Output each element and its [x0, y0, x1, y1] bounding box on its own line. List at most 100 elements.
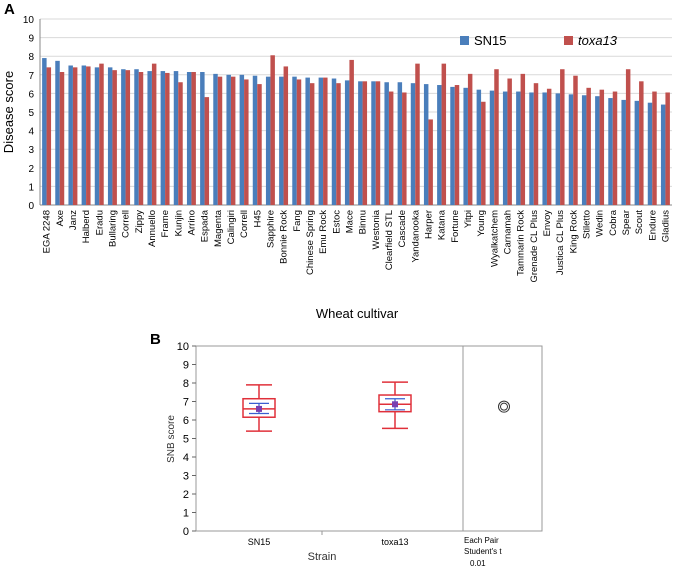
bar-sn15-21 — [318, 77, 324, 205]
bar-sn15-7 — [134, 69, 139, 205]
bar-sn15-15 — [239, 74, 245, 205]
x-tick-a-0: EGA 2248 — [42, 210, 53, 253]
chart-b-x-axis-title: Strain — [308, 551, 337, 563]
x-tick-a-29: Harper — [423, 210, 434, 239]
y-tick-a-6: 6 — [28, 89, 34, 100]
bar-sn15-13 — [213, 73, 218, 206]
x-tick-a-21: Emu Rock — [318, 210, 329, 254]
x-tick-a-32: Yitpi — [463, 210, 474, 228]
bar-toxa13-27 — [402, 92, 407, 205]
y-tick-b-0: 0 — [183, 526, 189, 538]
bar-sn15-31 — [450, 86, 455, 205]
x-tick-a-14: Calingiri — [226, 210, 237, 244]
bar-toxa13-9 — [165, 72, 170, 205]
bar-sn15-18 — [279, 76, 284, 205]
x-tick-a-38: Envoy — [542, 210, 553, 237]
x-tick-a-35: Carnamah — [502, 210, 513, 254]
y-tick-a-10: 10 — [23, 15, 35, 26]
x-tick-a-47: Gladius — [660, 210, 671, 242]
x-tick-a-5: Bullaring — [107, 210, 118, 247]
x-tick-a-13: Magenta — [213, 209, 224, 247]
bar-toxa13-11 — [191, 72, 196, 205]
x-tick-a-36: Tammarin Rock — [516, 210, 527, 276]
legend-swatch-toxa13 — [564, 36, 573, 45]
x-tick-a-10: Kunjin — [173, 210, 184, 236]
y-tick-b-4: 4 — [183, 452, 189, 464]
bar-toxa13-31 — [454, 85, 460, 205]
x-tick-a-22: Estoc — [331, 210, 342, 234]
panel-a-label: A — [4, 1, 15, 18]
bar-toxa13-12 — [204, 97, 210, 205]
bar-toxa13-44 — [625, 69, 631, 205]
bar-toxa13-34 — [494, 69, 499, 205]
x-tick-a-20: Chinese Spring — [305, 210, 316, 275]
chart-b: 0 1 2 3 4 5 6 7 8 9 10 SN15 toxa13 — [177, 341, 543, 547]
bar-toxa13-29 — [428, 119, 433, 205]
bar-toxa13-47 — [665, 92, 670, 205]
x-tick-a-6: Correll — [121, 210, 132, 238]
x-tick-a-11: Arrino — [186, 210, 197, 235]
x-tick-a-12: Espada — [200, 209, 211, 242]
y-tick-a-5: 5 — [28, 108, 34, 119]
bar-sn15-29 — [423, 84, 429, 205]
bar-sn15-16 — [252, 75, 258, 205]
bar-toxa13-43 — [612, 91, 618, 205]
y-tick-b-8: 8 — [183, 378, 189, 390]
bar-sn15-2 — [68, 65, 73, 205]
x-tick-a-3: Halberd — [81, 210, 92, 243]
bar-sn15-12 — [200, 72, 205, 205]
x-tick-a-33: Young — [476, 210, 487, 237]
bar-sn15-20 — [305, 77, 310, 205]
panel-b-label: B — [150, 331, 161, 348]
y-tick-b-10: 10 — [177, 341, 189, 353]
x-tick-a-39: Justica CL Plus — [555, 210, 566, 275]
bar-toxa13-7 — [138, 72, 144, 205]
bar-toxa13-40 — [573, 75, 578, 205]
bar-sn15-11 — [186, 72, 192, 205]
bar-toxa13-37 — [533, 83, 539, 205]
x-tick-a-7: Zippy — [134, 210, 145, 233]
legend-swatch-sn15 — [460, 36, 469, 45]
bar-sn15-25 — [371, 81, 376, 205]
bar-sn15-5 — [107, 67, 113, 205]
x-tick-a-15: Correll — [239, 210, 250, 238]
mean-marker-sn15 — [256, 405, 262, 412]
y-tick-b-6: 6 — [183, 415, 189, 427]
comparison-line-3: 0.01 — [470, 559, 486, 568]
bar-toxa13-2 — [72, 67, 78, 205]
x-tick-a-43: Cobra — [608, 209, 619, 236]
bar-sn15-0 — [42, 58, 47, 206]
x-tick-a-1: Axe — [55, 210, 66, 226]
bar-sn15-23 — [344, 80, 350, 205]
x-tick-a-42: Wedin — [595, 210, 606, 237]
comparison-circle-inner — [500, 402, 508, 411]
bar-sn15-40 — [568, 94, 574, 205]
x-tick-a-41: Stiletto — [581, 210, 592, 239]
bar-toxa13-23 — [349, 59, 354, 205]
bar-toxa13-19 — [296, 79, 302, 205]
legend-label-sn15: SN15 — [474, 33, 507, 48]
y-tick-b-2: 2 — [183, 489, 189, 501]
bar-toxa13-39 — [560, 69, 565, 205]
bar-toxa13-38 — [546, 88, 552, 205]
bar-toxa13-8 — [151, 63, 157, 205]
bar-sn15-24 — [358, 81, 363, 205]
bar-toxa13-45 — [639, 81, 644, 205]
x-tick-a-30: Katana — [437, 209, 448, 240]
bar-sn15-38 — [542, 92, 547, 205]
bar-sn15-10 — [173, 71, 179, 205]
bar-toxa13-0 — [46, 67, 52, 205]
bar-toxa13-21 — [323, 77, 328, 205]
bar-sn15-43 — [608, 98, 613, 205]
bar-toxa13-13 — [217, 76, 223, 205]
x-tick-a-27: Cascade — [397, 210, 408, 248]
y-tick-a-2: 2 — [28, 164, 34, 175]
x-tick-a-28: Yandanooka — [410, 209, 421, 262]
bar-sn15-1 — [55, 60, 60, 205]
bar-toxa13-30 — [441, 63, 447, 205]
bar-sn15-3 — [81, 65, 87, 205]
y-tick-a-4: 4 — [28, 127, 34, 138]
x-tick-a-46: Endure — [647, 210, 658, 241]
bar-toxa13-28 — [415, 63, 420, 205]
